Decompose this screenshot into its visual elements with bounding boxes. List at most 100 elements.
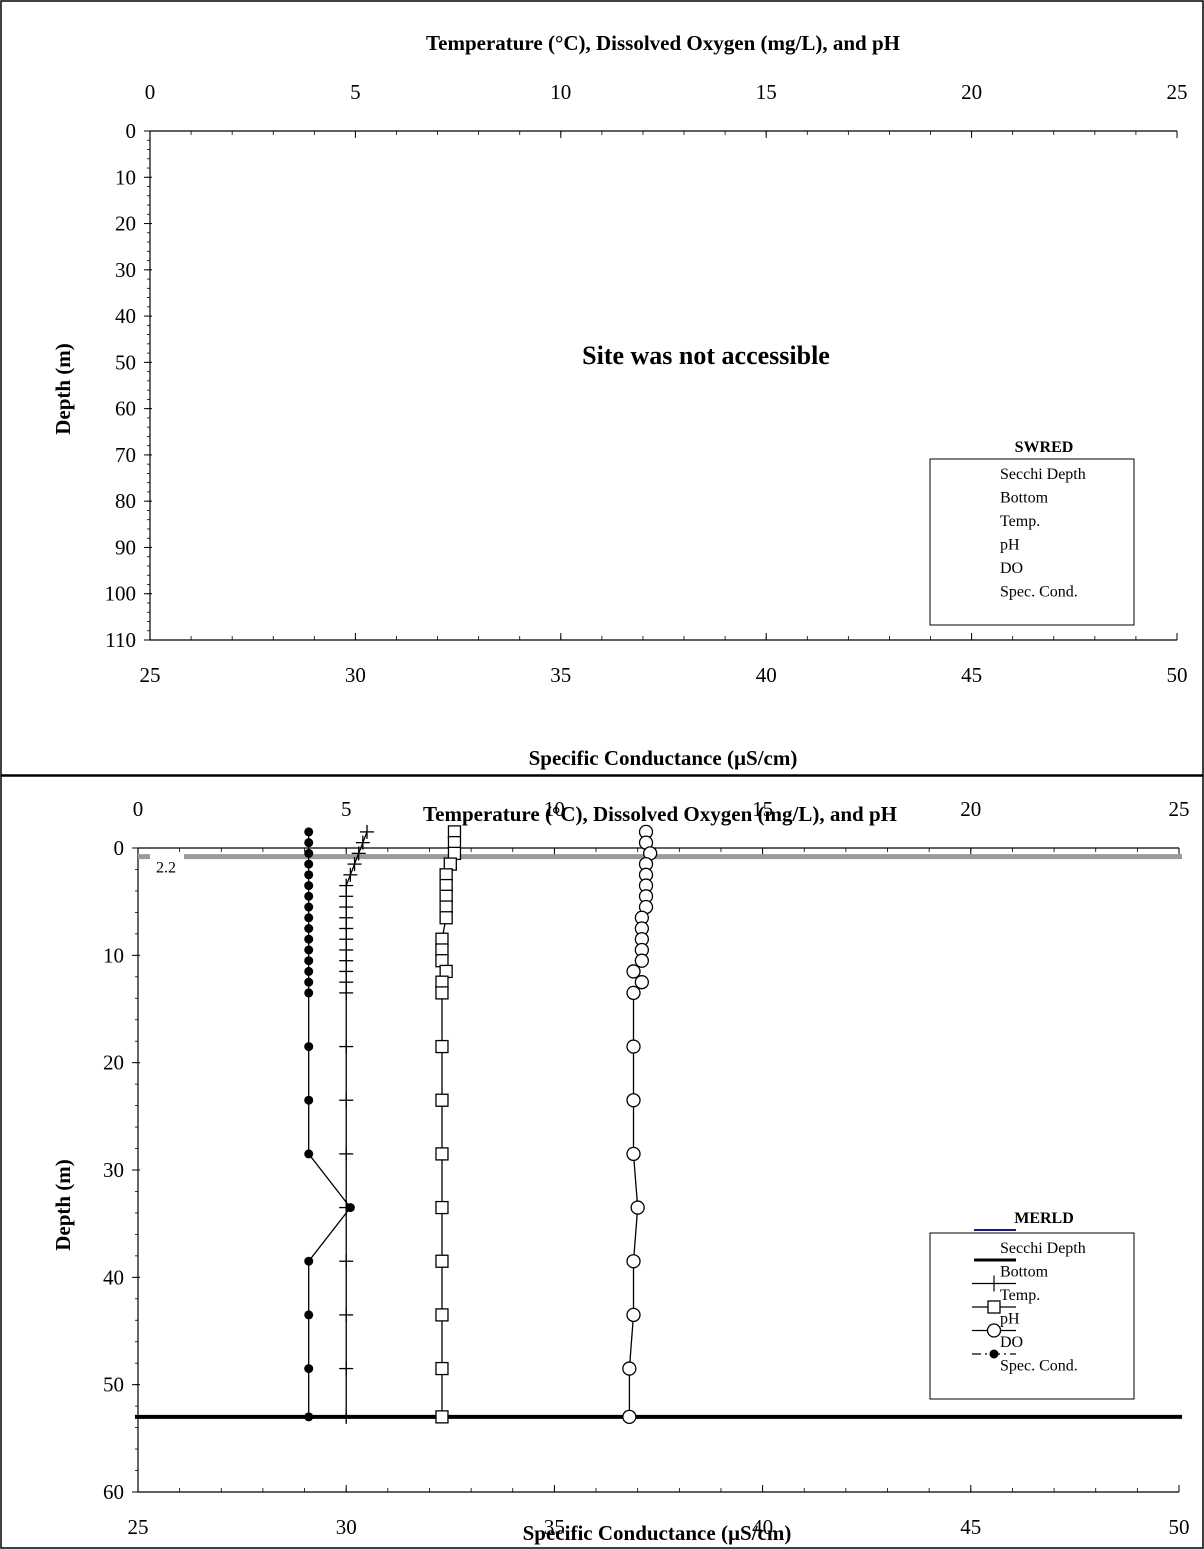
do-point — [304, 870, 314, 880]
spec-cond-point — [343, 867, 358, 882]
bottom-axis-title: Specific Conductance (µS/cm) — [529, 746, 798, 770]
y-tick-label: 80 — [115, 489, 136, 513]
bottom-axis-title: Specific Conductance (µS/cm) — [523, 1521, 792, 1545]
top-tick-label: 25 — [1169, 797, 1190, 821]
spec-cond-point — [339, 985, 354, 1000]
y-tick-label: 110 — [105, 628, 136, 652]
panel-border — [0, 0, 1204, 776]
temp-point — [435, 1308, 449, 1322]
bottom-tick-label: 30 — [336, 1515, 357, 1539]
y-tick-label: 100 — [105, 582, 137, 606]
legend: Secchi Depth Bottom Temp. pH DO Spec. Cond. — [1000, 466, 1086, 601]
do-point — [304, 913, 314, 923]
y-tick-label: 40 — [103, 1265, 124, 1289]
legend: Secchi Depth Bottom Temp. pH DO Spec. Cond. — [929, 1229, 1135, 1400]
ph-point — [626, 1146, 641, 1162]
bottom-tick-label: 40 — [752, 1515, 773, 1539]
do-point — [304, 859, 314, 869]
ph-point — [622, 1409, 637, 1425]
do-point — [304, 977, 314, 987]
top-axis-title: Temperature (°C), Dissolved Oxygen (mg/L… — [423, 802, 897, 826]
legend-label: pH — [1000, 1311, 1020, 1328]
legend-label: Secchi Depth — [1000, 466, 1086, 483]
legend-label: Temp. — [1000, 513, 1040, 530]
temp-point — [439, 911, 453, 925]
bottom-tick-label: 50 — [1167, 663, 1188, 687]
spec-cond-point — [339, 1039, 354, 1054]
legend-label: pH — [1000, 537, 1020, 554]
y-tick-label: 90 — [115, 535, 136, 559]
y-tick-label: 20 — [103, 1051, 124, 1075]
do-point — [304, 1310, 314, 1320]
ph-point — [626, 985, 641, 1001]
do-point — [304, 934, 314, 944]
spec-cond-point — [339, 1307, 354, 1322]
spec-cond-point — [339, 1093, 354, 1108]
do-point — [304, 1095, 314, 1105]
top-tick-label: 10 — [544, 797, 565, 821]
do-point — [304, 945, 314, 955]
y-tick-label: 0 — [114, 836, 125, 860]
y-tick-label: 30 — [103, 1158, 124, 1182]
y-tick-label: 10 — [103, 943, 124, 967]
ph-point — [634, 953, 649, 968]
y-axis-title: Depth (m) — [51, 343, 75, 435]
y-tick-label: 10 — [115, 165, 136, 189]
top-tick-label: 5 — [341, 797, 352, 821]
ph-point — [626, 1039, 641, 1054]
spec-cond-point — [339, 1200, 354, 1215]
bottom-tick-label: 30 — [345, 663, 366, 687]
top-tick-label: 10 — [550, 80, 571, 104]
top-tick-label: 15 — [752, 797, 773, 821]
do-point — [304, 1256, 314, 1266]
series-line-dot — [308, 831, 352, 1417]
top-tick-label: 20 — [961, 80, 982, 104]
temp-point — [435, 1361, 449, 1376]
bottom-tick-label: 35 — [544, 1515, 565, 1539]
spec-cond-point — [339, 1146, 354, 1161]
secchi-label-bg — [150, 852, 184, 879]
y-tick-label: 0 — [126, 119, 137, 143]
legend-marker-dot — [989, 1349, 999, 1359]
temp-point — [435, 1039, 449, 1054]
do-point — [304, 966, 314, 976]
legend-label: Temp. — [1000, 1287, 1040, 1304]
do-point — [304, 891, 314, 901]
ph-point — [626, 1093, 641, 1108]
axes: 0 5 10 15 20 25 25 30 35 40 45 50 0 10 20 30 40 50 60 70 80 9… — [105, 80, 1188, 687]
ph-point — [634, 975, 649, 990]
legend-label: Bottom — [1000, 490, 1049, 507]
temp-point — [435, 1200, 449, 1215]
do-point — [304, 848, 314, 858]
top-tick-label: 20 — [960, 797, 981, 821]
y-tick-label: 30 — [115, 258, 136, 282]
y-tick-label: 60 — [103, 1480, 124, 1504]
legend-label: Secchi Depth — [1000, 1240, 1086, 1257]
top-tick-label: 25 — [1167, 80, 1188, 104]
do-point — [304, 1042, 314, 1052]
ph-point — [626, 1307, 641, 1323]
bottom-tick-label: 35 — [550, 663, 571, 687]
temp-point — [435, 1147, 449, 1161]
spec-cond-point — [339, 1409, 354, 1424]
do-point — [304, 956, 314, 966]
y-axis-title: Depth (m) — [51, 1159, 75, 1251]
bottom-tick-label: 25 — [128, 1515, 149, 1539]
spec-cond-point — [360, 824, 375, 839]
spec-cond-point — [355, 835, 370, 850]
legend-title: MERLD — [1014, 1210, 1074, 1227]
spec-cond-point — [339, 1254, 354, 1269]
legend-title: SWRED — [1015, 439, 1074, 456]
spec-cond-point — [347, 857, 362, 872]
bottom-tick-label: 45 — [960, 1515, 981, 1539]
spec-cond-point — [351, 846, 366, 861]
chart-panel-merld: Temperature (°C), Dissolved Oxygen (mg/L… — [0, 775, 1204, 1549]
panel-border — [0, 775, 1204, 1549]
do-point — [304, 924, 314, 933]
ph-point — [626, 964, 641, 979]
do-point — [304, 838, 314, 848]
bottom-tick-label: 50 — [1169, 1515, 1190, 1539]
legend-marker-circle — [986, 1323, 1002, 1338]
do-point — [304, 988, 314, 998]
